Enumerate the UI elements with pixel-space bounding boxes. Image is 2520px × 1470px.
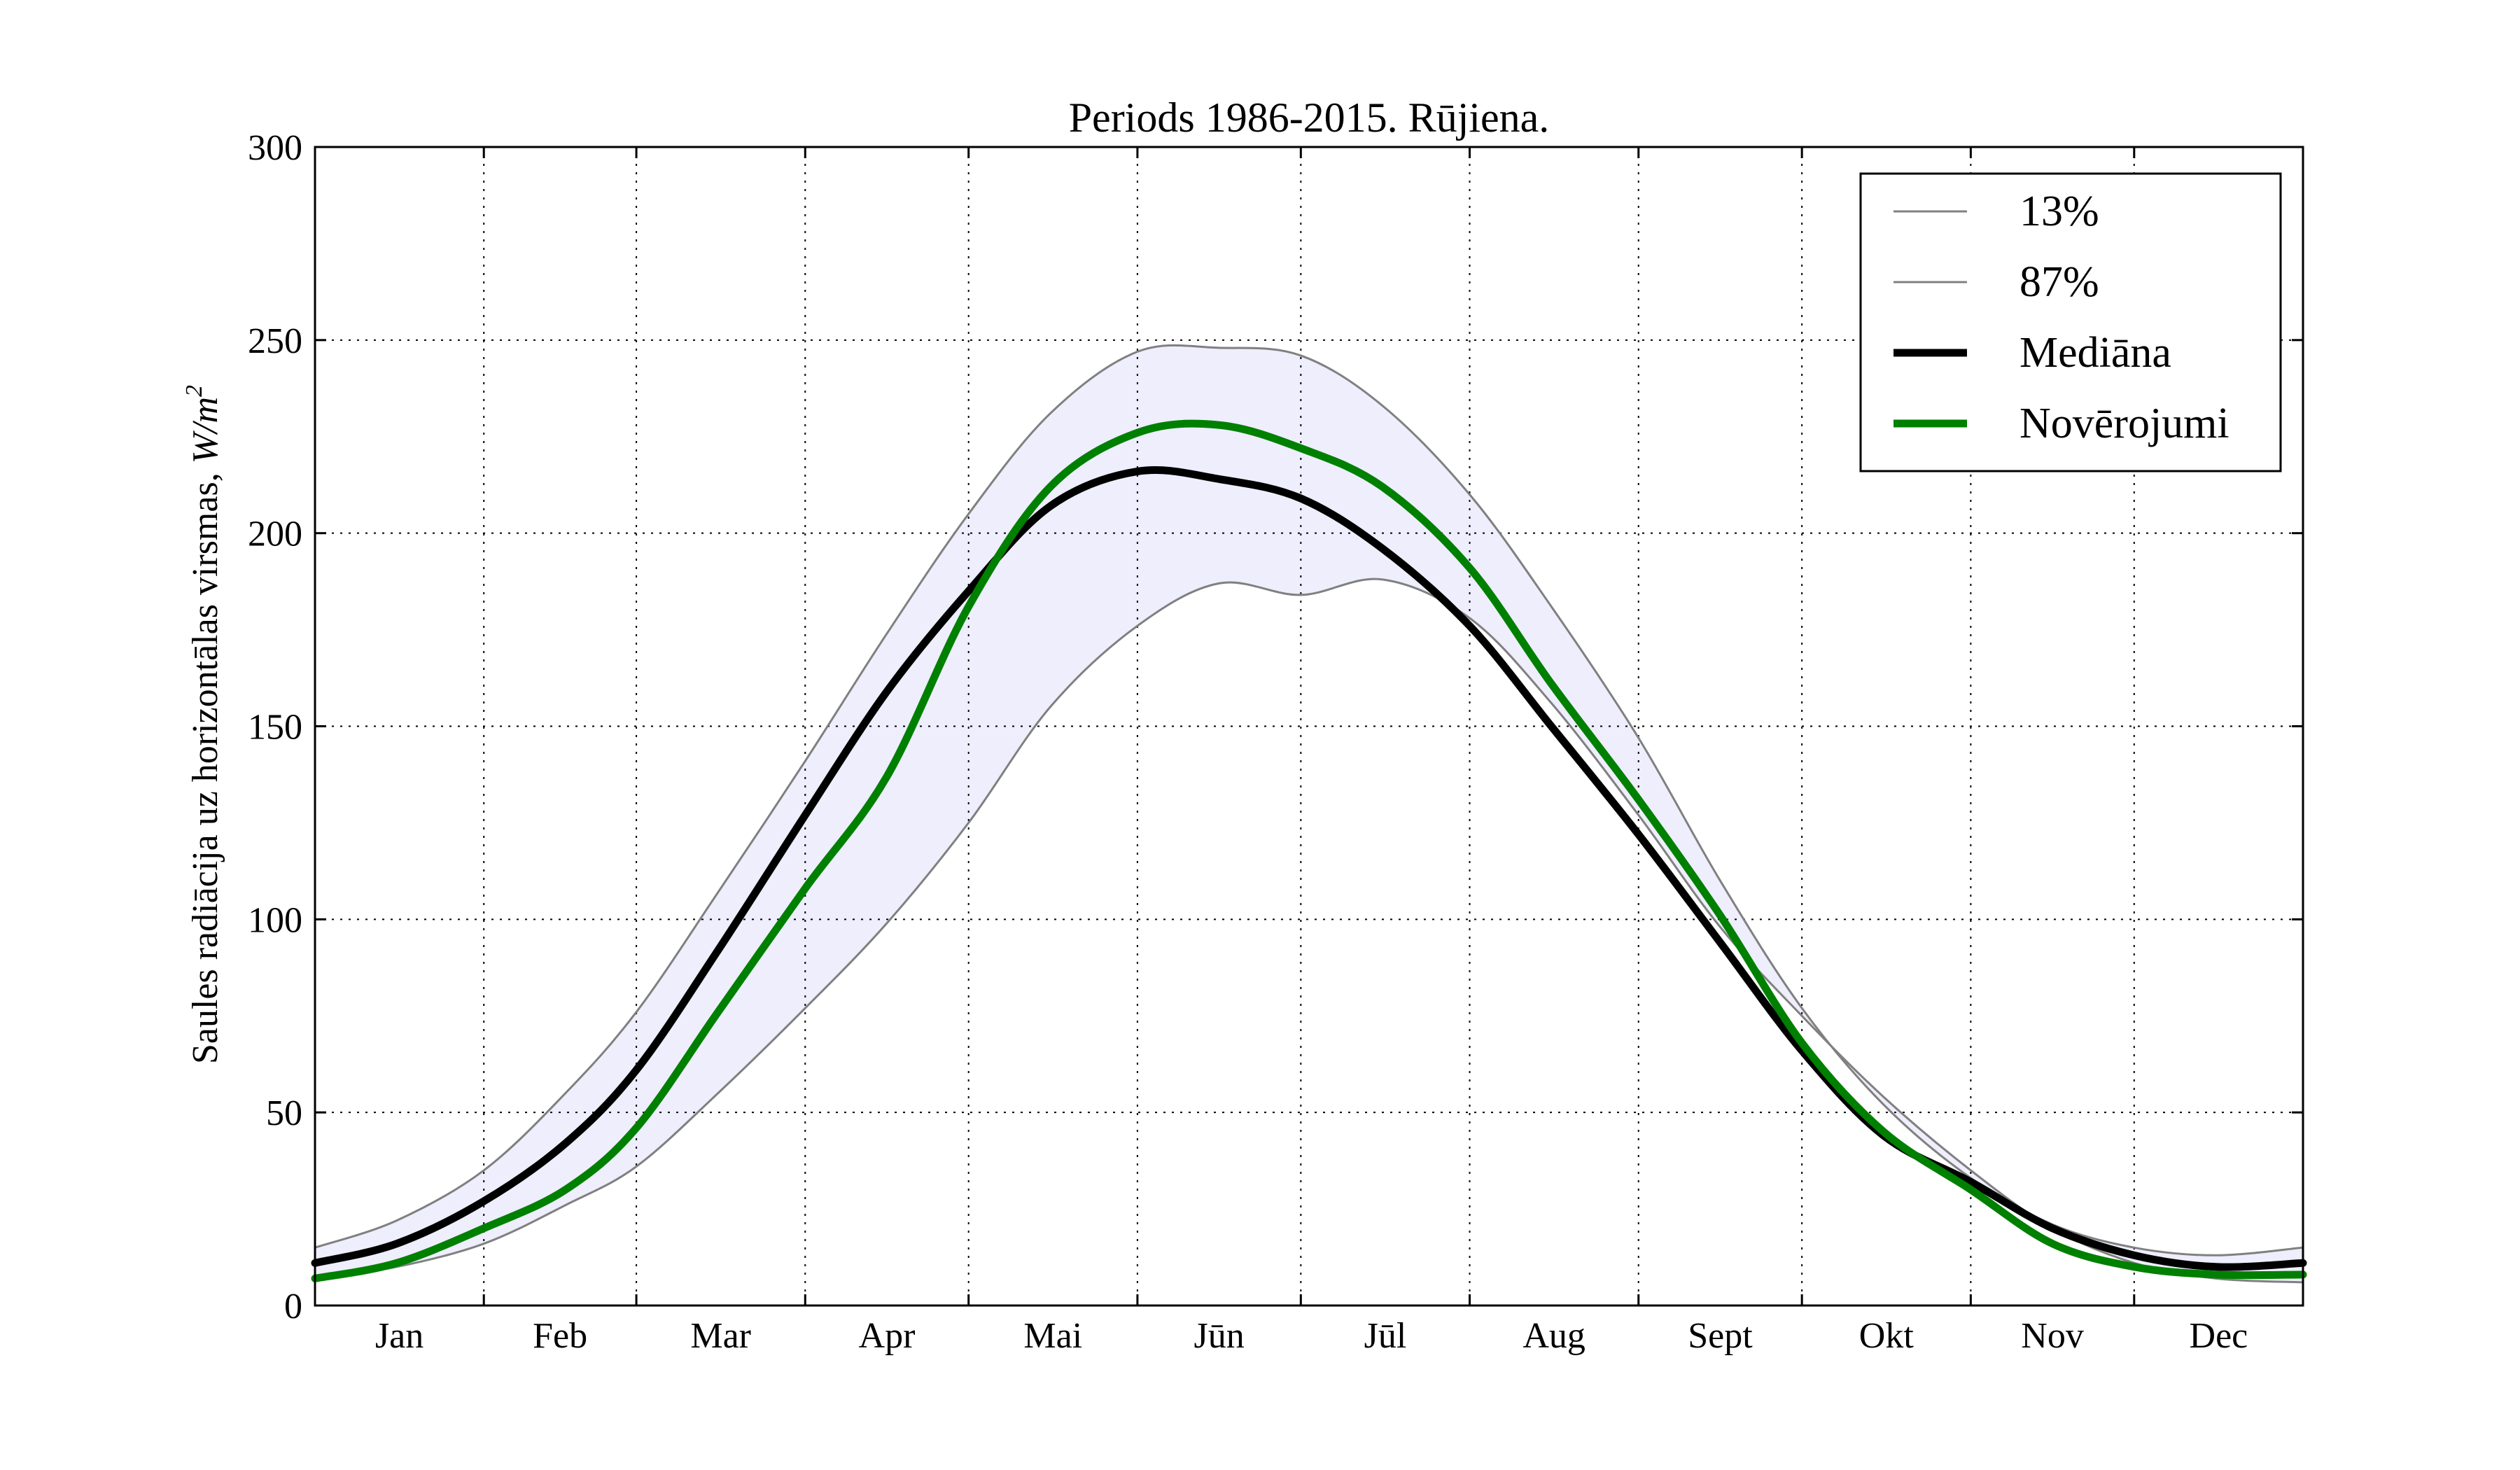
percentile-band-layer <box>315 345 2303 1282</box>
legend-label-13pct: 13% <box>2019 188 2099 235</box>
y-tick-label: 300 <box>248 128 302 168</box>
series-layer <box>311 344 2307 1284</box>
y-tick-label: 50 <box>266 1093 302 1133</box>
y-axis-label-unit-exponent: 2 <box>181 385 207 397</box>
y-tick-label: 200 <box>248 514 302 554</box>
legend: 13% 87% Mediāna Novērojumi <box>1859 172 2282 472</box>
y-tick-labels: 0 50 100 150 200 250 300 <box>248 128 302 1326</box>
x-tick-label: Sept <box>1688 1316 1753 1356</box>
x-tick-labels: Jan Feb Mar Apr Mai Jūn Jūl Aug Sept Okt Nov Dec <box>375 1316 2248 1356</box>
y-tick-label: 100 <box>248 900 302 940</box>
legend-label-mediana: Mediāna <box>2019 329 2171 377</box>
x-tick-label: Jūl <box>1364 1316 1407 1356</box>
x-tick-label: Jan <box>375 1316 424 1356</box>
chart-title: Periods 1986-2015. Rūjiena. <box>1069 94 1550 141</box>
percentile-band-fill <box>315 345 2303 1282</box>
x-tick-label: Apr <box>859 1316 916 1356</box>
tick-layer <box>315 146 2303 1307</box>
legend-label-87pct: 87% <box>2019 258 2099 306</box>
x-tick-label: Nov <box>2021 1316 2084 1356</box>
y-tick-label: 250 <box>248 321 302 361</box>
y-tick-label: 0 <box>284 1287 302 1326</box>
y-axis-label-unit: W/m <box>186 397 225 463</box>
x-tick-label: Feb <box>533 1316 587 1356</box>
x-tick-label: Dec <box>2190 1316 2248 1356</box>
series-noverojumi-line <box>311 419 2307 1282</box>
x-tick-label: Jūn <box>1194 1316 1244 1356</box>
x-tick-label: Mar <box>690 1316 751 1356</box>
y-axis-label-text: Saules radiācija uz horizontālas virsmas… <box>186 463 225 1064</box>
x-tick-label: Aug <box>1522 1316 1586 1356</box>
y-tick-label: 150 <box>248 708 302 748</box>
series-87pct-line <box>314 344 2304 1256</box>
x-tick-label: Mai <box>1023 1316 1082 1356</box>
legend-label-noverojumi: Novērojumi <box>2019 400 2230 447</box>
series-13pct-line <box>314 578 2304 1284</box>
x-tick-label: Okt <box>1859 1316 1914 1356</box>
y-axis-label: Saules radiācija uz horizontālas virsmas… <box>181 385 225 1064</box>
